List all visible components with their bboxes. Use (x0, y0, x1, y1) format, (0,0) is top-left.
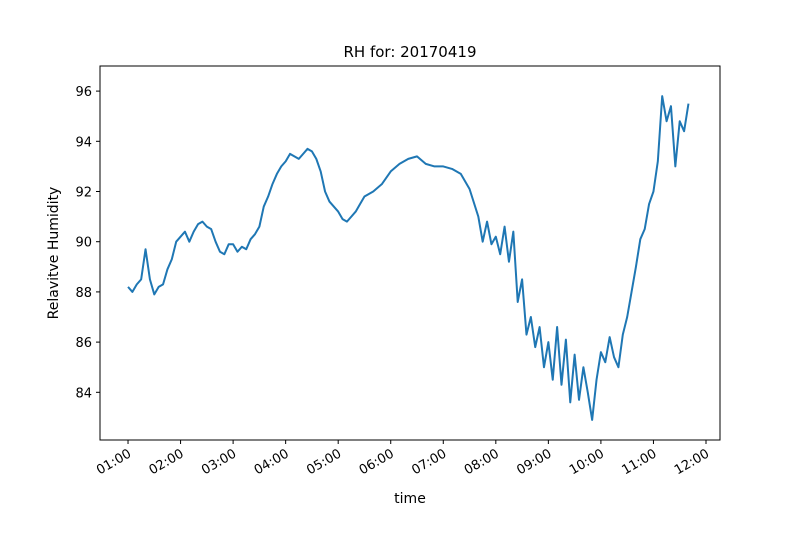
y-tick-label: 88 (75, 286, 92, 301)
y-axis-label: Relavitve Humidity (46, 187, 62, 320)
plot-area (127, 95, 690, 421)
axes-frame (99, 65, 721, 441)
y-tick-label: 84 (75, 386, 92, 401)
x-axis-label: time (394, 491, 426, 507)
chart-title: RH for: 20170419 (343, 43, 476, 61)
y-tick-label: 92 (75, 186, 92, 201)
y-tick-label: 96 (75, 85, 92, 100)
y-tick-label: 94 (75, 135, 92, 150)
data-line (127, 95, 690, 421)
y-tick-label: 86 (75, 336, 92, 351)
y-tick-label: 90 (75, 236, 92, 251)
